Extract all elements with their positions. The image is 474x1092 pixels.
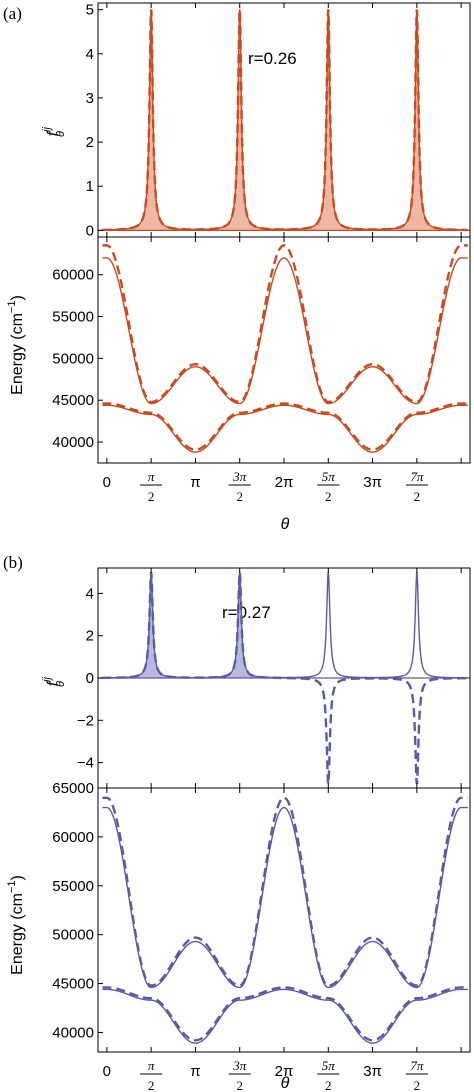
b-bot-ytick-label: 50000 <box>52 927 94 944</box>
a-top-peak-shade <box>111 9 191 231</box>
b-bot-xtick-label-num: 5π <box>322 1058 336 1073</box>
b-bot-xtick-label-den: 2 <box>148 1078 155 1092</box>
a-top-ytick-label: 0 <box>86 222 94 239</box>
a-top-ytick-label: 3 <box>86 90 94 107</box>
a-top-ytick-label: 4 <box>86 46 94 63</box>
annotation-r-b: r=0.27 <box>222 603 271 622</box>
b-top-ytick-label: −2 <box>77 712 94 729</box>
a-top-ytick-label: 5 <box>86 2 94 19</box>
ylabel-energy-b: Energy (cm−1) <box>6 875 26 975</box>
annotation-r-a: r=0.26 <box>248 49 297 68</box>
b-bot-xtick-label-den: 2 <box>236 1078 243 1092</box>
a-bot-xtick-label-num: 3π <box>232 469 247 484</box>
xlabel-theta-b: θ <box>281 1075 290 1092</box>
a-bot-ytick-label: 55000 <box>52 309 94 326</box>
b-top-dashed-series <box>102 571 468 785</box>
a-top-dashed-series <box>102 9 468 232</box>
b-top-peak-shade <box>199 572 280 678</box>
b-bot-ytick-label: 45000 <box>52 976 94 993</box>
b-top-peak-shade <box>111 572 191 678</box>
a-bot-frame <box>97 236 471 464</box>
b-bot-ytick-label: 40000 <box>52 1024 94 1041</box>
b-bot-ytick-label: 60000 <box>52 829 94 846</box>
a-bot-dashed-series-1 <box>102 244 468 404</box>
b-bot-xtick-label: 2π <box>275 1063 294 1080</box>
b-bot-dashed-series-3 <box>102 986 468 1042</box>
a-top-ytick-label: 1 <box>86 178 94 195</box>
b-bot-solid-series-0 <box>102 806 468 989</box>
panel-label-b: (b) <box>3 553 23 572</box>
a-bot-solid-series-0 <box>102 257 468 405</box>
ylabel-f-b-text: fijθ <box>41 676 67 687</box>
b-bot-xtick-label-num: π <box>148 1058 155 1073</box>
a-bot-xtick-label: π <box>190 474 200 491</box>
a-top-peak-shade <box>199 9 280 231</box>
b-bot-xtick-label-den: 2 <box>414 1078 421 1092</box>
b-bot-xtick-label: π <box>190 1063 200 1080</box>
b-bot-xtick-label: 0 <box>103 1063 111 1080</box>
a-bot-xtick-label-num: 5π <box>322 469 336 484</box>
b-top-ytick-label: 2 <box>86 628 94 645</box>
a-bot-xtick-label-num: 7π <box>410 469 424 484</box>
b-bot-frame <box>97 787 471 1053</box>
a-top-ytick-label: 2 <box>86 134 94 151</box>
b-top-ytick-label: 4 <box>86 585 94 602</box>
a-bot-xtick-label: 0 <box>103 474 111 491</box>
ylabel-energy-a-text: Energy (cm−1) <box>6 295 26 395</box>
ylabel-energy-a: Energy (cm−1) <box>6 295 26 395</box>
ylabel-energy-b-text: Energy (cm−1) <box>6 875 26 975</box>
a-bot-xtick-label: 3π <box>363 474 382 491</box>
b-bot-ytick-label: 65000 <box>52 780 94 797</box>
xlabel-theta-a: θ <box>281 516 290 533</box>
a-bot-xtick-label-num: π <box>148 469 155 484</box>
ylabel-f-b: fijθ <box>41 676 67 687</box>
a-bot-ytick-label: 60000 <box>52 267 94 284</box>
a-top-peak-shade <box>377 9 457 231</box>
ylabel-f-a: fijθ <box>41 126 67 137</box>
ylabel-f-a-text: fijθ <box>41 126 67 137</box>
a-top-peak-shade <box>288 9 369 231</box>
b-bot-ytick-label: 55000 <box>52 878 94 895</box>
oscillator-strength-plot-b: −4 −2 0 2 4 <box>77 567 471 789</box>
b-top-ytick-label: −4 <box>77 755 94 772</box>
b-bot-xtick-label-num: 7π <box>410 1058 424 1073</box>
a-bot-xtick-label-den: 2 <box>148 489 155 504</box>
b-bot-xtick-label-den: 2 <box>325 1078 332 1092</box>
a-bot-xtick-label-den: 2 <box>414 489 421 504</box>
a-bot-solid-series-2 <box>102 404 468 453</box>
a-bot-dashed-series-3 <box>102 402 468 451</box>
b-top-ytick-label: 0 <box>86 670 94 687</box>
panel-label-a: (a) <box>3 4 22 23</box>
b-bot-xtick-label-num: 3π <box>232 1058 247 1073</box>
b-bot-dashed-series-1 <box>102 796 468 987</box>
a-bot-xtick-label: 2π <box>275 474 294 491</box>
oscillator-strength-plot-a: 0 1 2 3 4 5 <box>86 2 471 239</box>
a-bot-xtick-label-den: 2 <box>325 489 332 504</box>
b-bot-solid-series-2 <box>102 988 468 1044</box>
b-top-solid-series <box>102 571 468 679</box>
a-bot-ytick-label: 45000 <box>52 392 94 409</box>
a-bot-ytick-label: 40000 <box>52 434 94 451</box>
a-bot-ytick-label: 50000 <box>52 350 94 367</box>
b-bot-xtick-label: 3π <box>363 1063 382 1080</box>
a-bot-xtick-label-den: 2 <box>236 489 243 504</box>
